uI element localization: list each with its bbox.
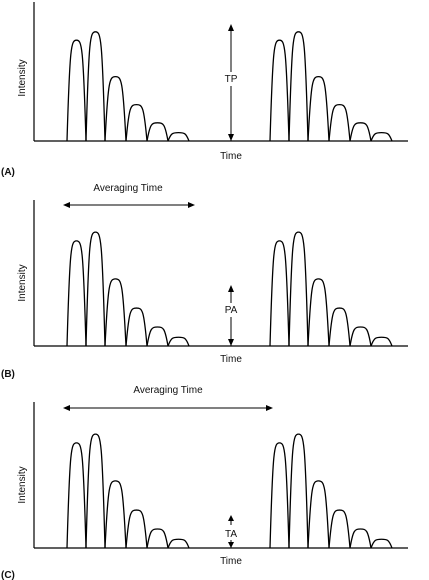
panel-c-xlabel: Time <box>220 556 242 567</box>
panel-b-pulse-train-2-pulse-2 <box>288 231 309 347</box>
panel-a-tag: (A) <box>1 167 15 178</box>
panel-b-pulse-train-1-pulse-3 <box>104 278 127 347</box>
panel-c-pulse-train-1-pulse-4 <box>125 509 148 549</box>
panel-b: Averaging Time Intensity Time (B) PA <box>1 183 408 380</box>
panel-b-pulse-train-1-pulse-2 <box>85 231 106 347</box>
panel-b-pulse-train-2-pulse-1 <box>269 240 290 347</box>
panel-c-pulse-train-1-pulse-6 <box>167 538 190 549</box>
panel-a-pulse-train-2-pulse-1 <box>269 39 290 142</box>
panel-b-pulse-train-1-pulse-6 <box>167 336 190 347</box>
panel-c-ta-arrow-head-top <box>228 515 234 521</box>
panel-c-marker: TA <box>225 529 237 540</box>
panel-b-marker: PA <box>225 305 238 316</box>
panel-a-tp-arrow-head-top <box>228 24 234 31</box>
panel-c-pulse-train-1-pulse-5 <box>146 528 169 549</box>
panel-c-ta-arrow-head-bottom <box>228 542 234 548</box>
panel-a-xlabel: Time <box>220 151 242 162</box>
panel-a-pulse-train-2-pulse-5 <box>349 122 372 142</box>
panel-c-pulse-train-2 <box>269 433 393 549</box>
panel-c: Averaging Time Intensity Time (C) TA <box>1 385 408 580</box>
panel-c-pulse-train-1 <box>66 433 190 549</box>
panel-b-pulse-train-2-pulse-6 <box>370 336 393 347</box>
panel-a-pulse-train-1-pulse-6 <box>167 131 190 142</box>
panel-a-pulse-train-1 <box>66 31 190 142</box>
panel-b-tag: (B) <box>1 369 15 380</box>
panel-a-pulse-train-1-pulse-5 <box>146 122 169 142</box>
panel-c-pulse-train-2-pulse-3 <box>307 480 330 549</box>
panel-b-pulse-train-1-pulse-4 <box>125 307 148 347</box>
panel-a-tp-arrow-head-bottom <box>228 134 234 141</box>
panel-b-pulse-train-2 <box>269 231 393 347</box>
panel-b-pa-arrow-head-bottom <box>228 339 234 346</box>
panel-b-pulse-train-1 <box>66 231 190 347</box>
panel-b-pulse-train-1-pulse-5 <box>146 326 169 347</box>
panel-b-pa-arrow-head-top <box>228 285 234 292</box>
panel-a-pulse-train-1-pulse-4 <box>125 103 148 142</box>
panel-a-pulse-train-1-pulse-2 <box>85 31 106 142</box>
panel-c-averaging-arrow-head-right <box>266 405 273 411</box>
panel-c-pulse-train-2-pulse-2 <box>288 433 309 549</box>
panel-c-pulse-train-2-pulse-6 <box>370 538 393 549</box>
panel-c-pulse-train-1-pulse-1 <box>66 442 87 549</box>
panel-b-averaging-arrow-head-left <box>63 202 70 208</box>
panel-a-pulse-train-1-pulse-3 <box>104 75 127 142</box>
panel-b-xlabel: Time <box>220 354 242 365</box>
panel-a-ylabel: Intensity <box>17 59 28 96</box>
panel-c-pulse-train-1-pulse-3 <box>104 480 127 549</box>
panel-a-marker: TP <box>225 74 238 85</box>
panel-a-pulse-train-2-pulse-4 <box>328 103 351 142</box>
panel-c-pulse-train-2-pulse-5 <box>349 528 372 549</box>
panel-a-pulse-train-2-pulse-6 <box>370 131 393 142</box>
panel-a-pulse-train-2-pulse-3 <box>307 75 330 142</box>
panel-b-pulse-train-2-pulse-4 <box>328 307 351 347</box>
panel-c-ylabel: Intensity <box>17 466 28 503</box>
panel-a: Intensity Time (A) TP <box>1 2 408 178</box>
panel-c-averaging-label: Averaging Time <box>133 385 203 396</box>
panel-c-pulse-train-2-pulse-1 <box>269 442 290 549</box>
panel-a-pulse-train-2 <box>269 31 393 142</box>
panel-c-pulse-train-2-pulse-4 <box>328 509 351 549</box>
panel-b-pulse-train-2-pulse-3 <box>307 278 330 347</box>
panel-b-averaging-label: Averaging Time <box>93 183 163 194</box>
panel-b-pulse-train-1-pulse-1 <box>66 240 87 347</box>
panel-b-ylabel: Intensity <box>17 264 28 301</box>
panel-a-pulse-train-2-pulse-2 <box>288 31 309 142</box>
panel-a-pulse-train-1-pulse-1 <box>66 39 87 142</box>
panel-b-averaging-arrow-head-right <box>188 202 195 208</box>
panel-c-averaging-arrow-head-left <box>63 405 70 411</box>
panel-c-tag: (C) <box>1 570 15 580</box>
panel-b-pulse-train-2-pulse-5 <box>349 326 372 347</box>
panel-c-pulse-train-1-pulse-2 <box>85 433 106 549</box>
